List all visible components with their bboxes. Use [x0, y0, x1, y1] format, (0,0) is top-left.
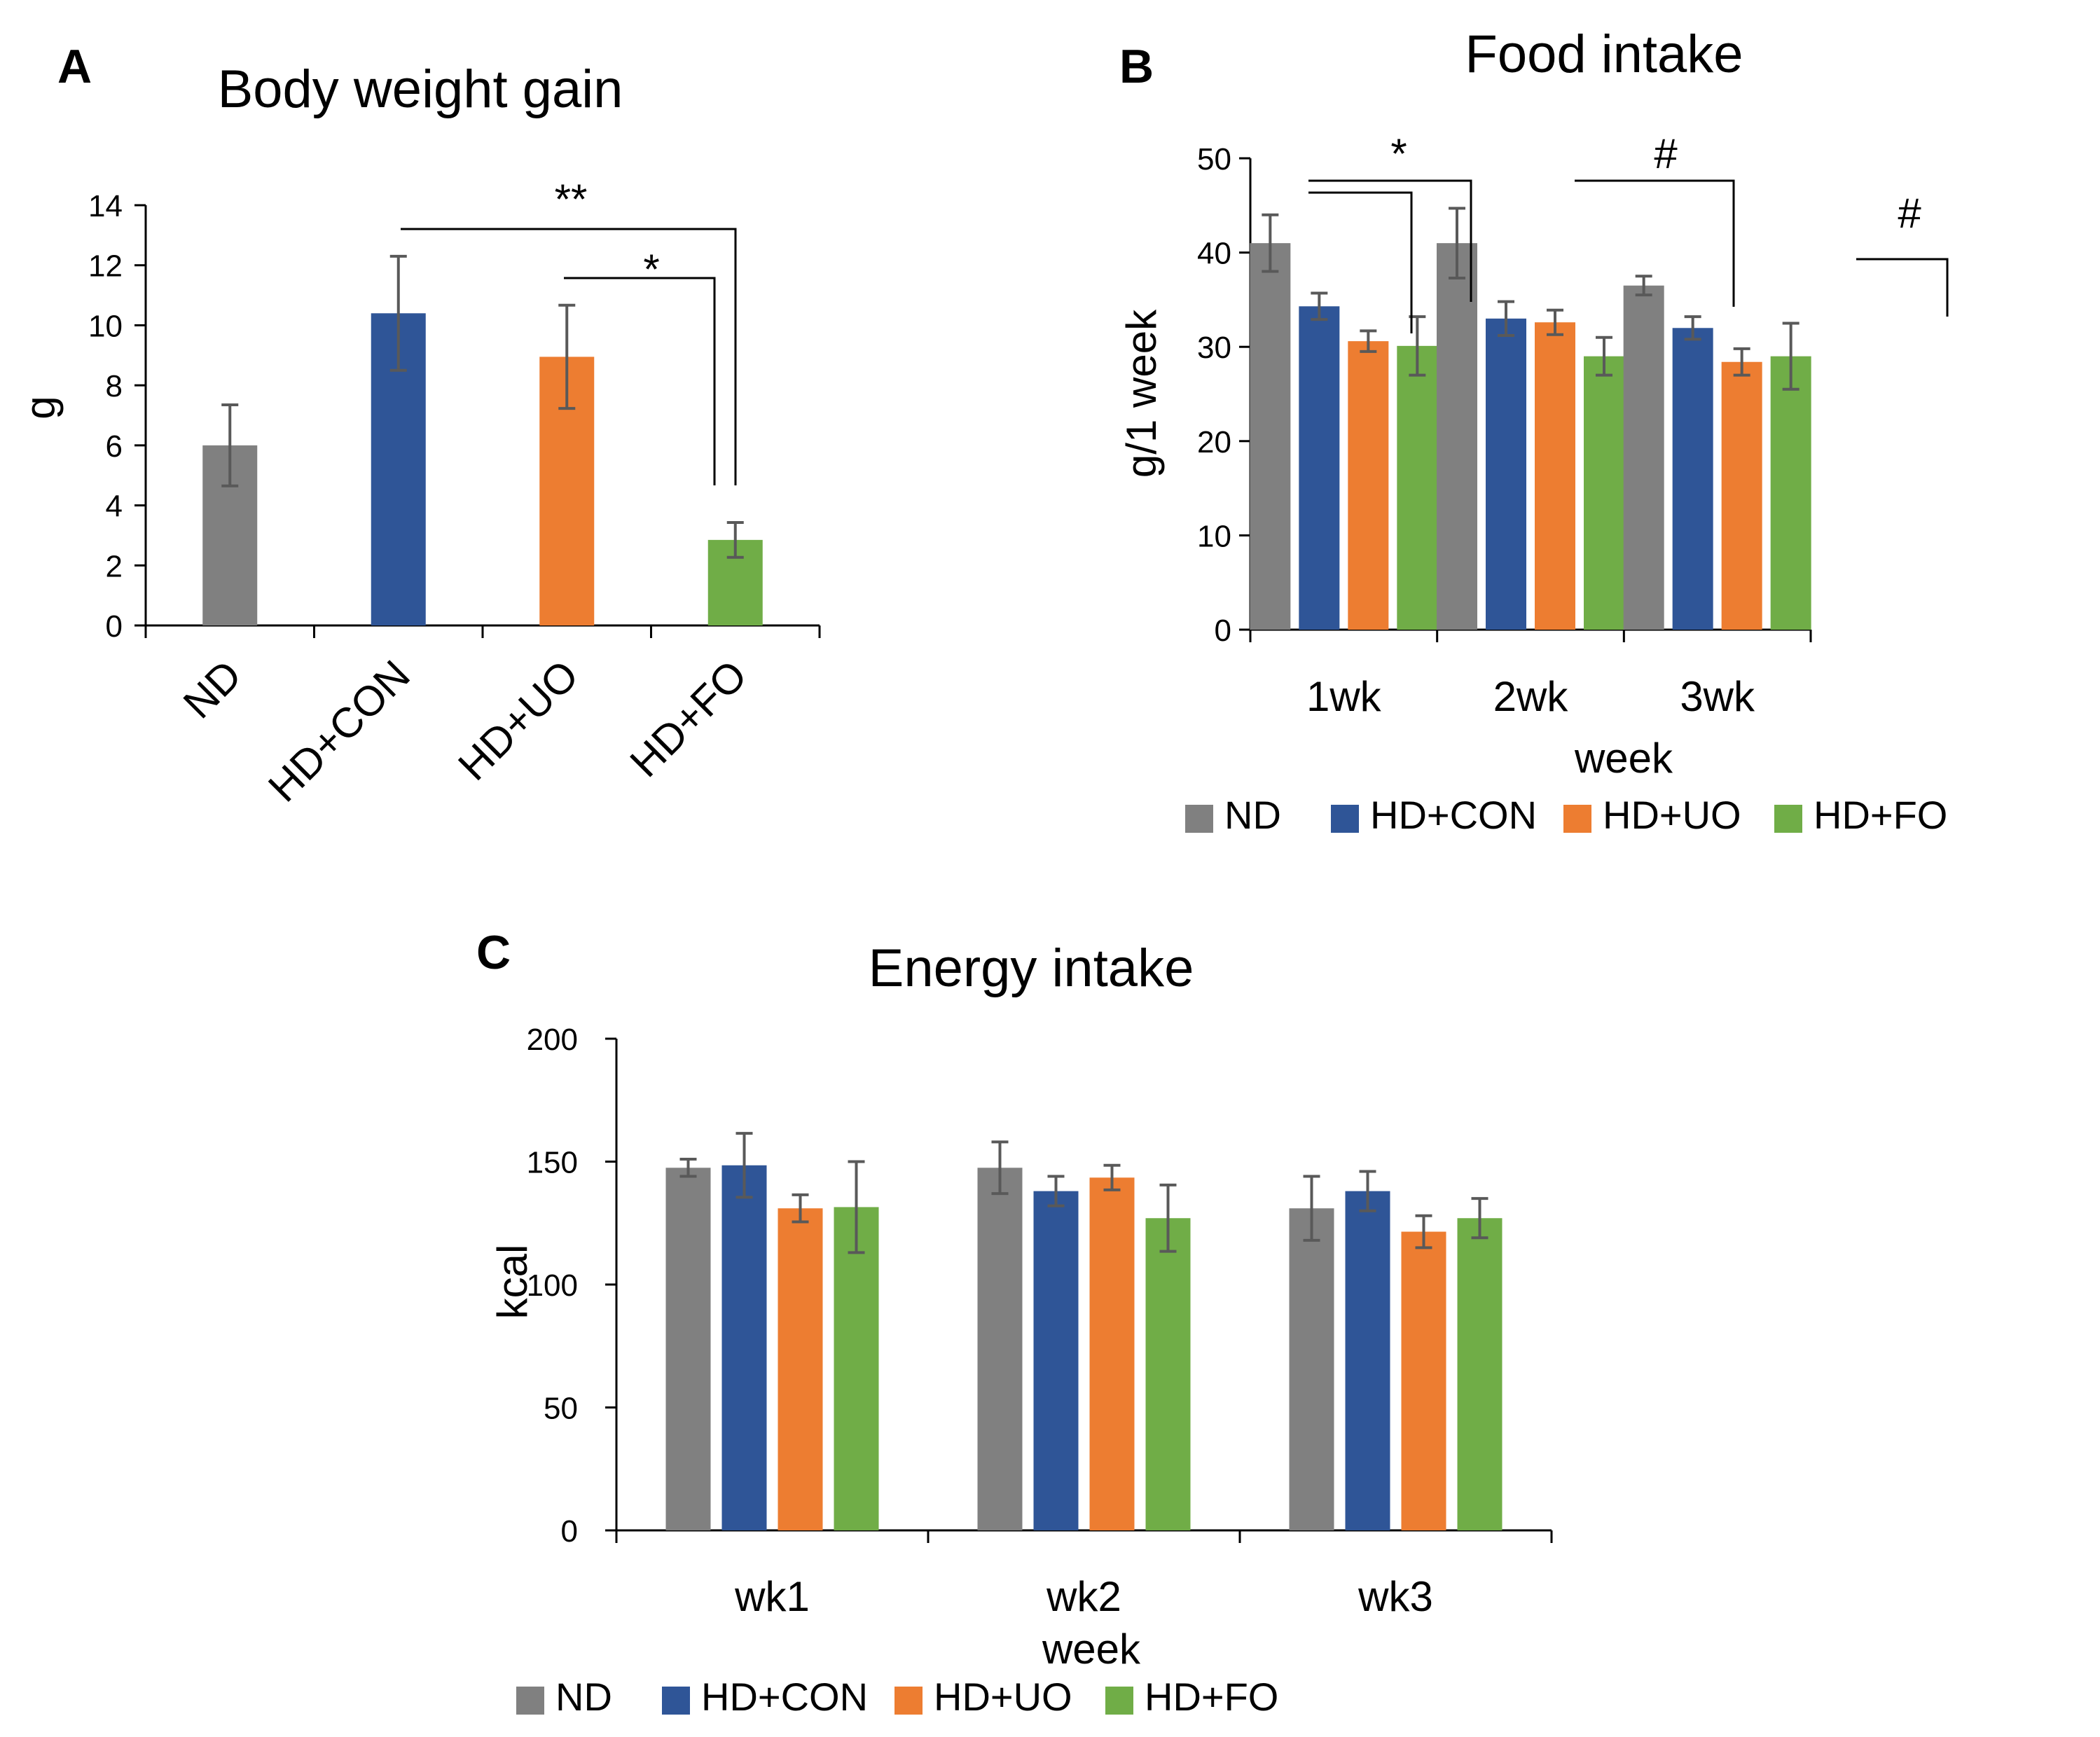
bar-wk2-hdcon [1033, 1191, 1079, 1530]
panel-a-y-tick-label: 6 [106, 429, 123, 464]
panel-a-y-tick-label: 8 [106, 369, 123, 403]
significance-label-2wk: # [1654, 130, 1678, 177]
bar-wk3-hdcon [1345, 1191, 1390, 1530]
legend-swatch-hduo [894, 1687, 923, 1715]
panel-c-title: Energy intake [869, 939, 1194, 998]
panel-a-y-tick-label: 14 [88, 189, 123, 223]
panel-b-x-tick-label: 2wk [1493, 673, 1569, 720]
legend-label-hdcon: HD+CON [701, 1675, 868, 1719]
panel-b-y-tick-label: 30 [1197, 331, 1231, 365]
legend-swatch-hdfo [1774, 805, 1802, 833]
panel-b-x-tick-label: 1wk [1306, 673, 1382, 720]
significance-label-3wk: # [1898, 190, 1921, 237]
panel-c-y-tick-label: 0 [561, 1514, 578, 1549]
significance-bracket-hdcon-hdfo [401, 228, 737, 485]
bar-wk1-hdfo [834, 1207, 879, 1530]
bar-3wk-hdfo [1770, 356, 1811, 630]
panel-a-y-axis-label: g [17, 396, 64, 419]
bar-wk1-hduo [778, 1208, 823, 1530]
legend-swatch-nd [516, 1687, 544, 1715]
significance-bracket-3wk-nd-hduo [1856, 258, 1949, 317]
panel-a-x-tick-label: HD+UO [449, 651, 587, 789]
panel-a: A Body weight gain g 0 2 4 6 8 10 12 14 ND HD+CO… [17, 40, 821, 811]
bar-2wk-hdcon [1486, 318, 1526, 630]
panel-b-legend: ND HD+CON HD+UO HD+FO [1185, 793, 1947, 837]
panel-a-y-tick-label: 2 [106, 549, 123, 583]
bar-2wk-nd [1437, 243, 1477, 630]
panel-c-y-axis-label: kcal [489, 1245, 536, 1320]
panel-b-y-tick-label: 0 [1215, 614, 1231, 648]
bar-wk2-nd [977, 1168, 1023, 1530]
panel-a-y-tick-label: 10 [88, 309, 123, 343]
bar-2wk-hdfo [1584, 356, 1624, 630]
panel-b-x-axis-label: week [1574, 735, 1673, 782]
legend-label-hduo: HD+UO [934, 1675, 1072, 1719]
legend-swatch-hdcon [1331, 805, 1359, 833]
bar-wk3-hduo [1401, 1231, 1446, 1530]
panel-b-y-tick-label: 10 [1197, 519, 1231, 553]
panel-b-y-tick-label: 20 [1197, 425, 1231, 459]
bar-wk3-hdfo [1457, 1218, 1503, 1530]
bar-wk1-hdcon [721, 1165, 767, 1530]
legend-label-hdcon: HD+CON [1370, 793, 1537, 837]
panel-c-y-tick-label: 150 [527, 1146, 578, 1180]
bar-1wk-hdcon [1299, 306, 1340, 630]
panel-b-significance: * # # [1308, 130, 1949, 333]
bar-wk1-nd [665, 1168, 711, 1530]
legend-label-nd: ND [555, 1675, 612, 1719]
panel-b-x-tick-label: 3wk [1680, 673, 1755, 720]
panel-a-title: Body weight gain [218, 60, 623, 119]
significance-label-1wk: * [1390, 130, 1407, 177]
bar-1wk-nd [1250, 243, 1291, 630]
panel-a-y-tick-label: 4 [106, 490, 123, 524]
panel-a-x-tick-label: ND [174, 651, 251, 728]
bar-2wk-hduo [1535, 322, 1575, 630]
panel-a-x-tick-label: HD+CON [259, 651, 419, 811]
legend-label-hdfo: HD+FO [1145, 1675, 1278, 1719]
panel-c-y-tick-label: 50 [544, 1392, 578, 1426]
bar-3wk-hduo [1721, 361, 1762, 630]
panel-c-x-tick-label: wk3 [1358, 1573, 1433, 1620]
panel-a-x-tick-label: HD+FO [621, 651, 756, 786]
panel-c-x-tick-label: wk1 [734, 1573, 810, 1620]
bar-wk2-hdfo [1145, 1218, 1191, 1530]
panel-b-title: Food intake [1465, 25, 1743, 84]
panel-c-x-tick-label: wk2 [1046, 1573, 1121, 1620]
panel-c: C Energy intake kcal week 0 50 100 150 200 w… [476, 926, 1553, 1719]
legend-swatch-hdfo [1105, 1687, 1133, 1715]
panel-b-y-tick-label: 50 [1197, 142, 1231, 177]
panel-b-y-tick-label: 40 [1197, 237, 1231, 271]
panel-c-legend: ND HD+CON HD+UO HD+FO [516, 1675, 1278, 1719]
bar-wk2-hduo [1089, 1177, 1135, 1530]
panel-a-significance: ** * [401, 176, 737, 485]
legend-swatch-hdcon [662, 1687, 690, 1715]
panel-a-letter: A [57, 40, 92, 93]
legend-swatch-hduo [1563, 805, 1591, 833]
panel-b: B Food intake g/1 week week 01020304050 … [1118, 25, 1949, 837]
bar-wk3-nd [1289, 1208, 1334, 1530]
panel-a-y-tick-label: 0 [106, 609, 123, 644]
panel-c-y-tick-label: 100 [527, 1268, 578, 1303]
panel-b-y-axis-label: g/1 week [1118, 309, 1165, 478]
legend-label-hduo: HD+UO [1603, 793, 1741, 837]
significance-bracket-1wk-nd-hdfo [1308, 179, 1472, 302]
panel-c-x-axis-label: week [1042, 1626, 1141, 1673]
significance-bracket-1wk-nd-hduo [1308, 191, 1413, 333]
legend-swatch-nd [1185, 805, 1213, 833]
significance-bracket-hduo-hdfo [564, 277, 716, 485]
panel-a-y-tick-label: 12 [88, 249, 123, 284]
significance-label-hduo-hdfo: * [643, 246, 659, 293]
significance-label-hdcon-hdfo: ** [555, 176, 588, 223]
panel-b-letter: B [1119, 40, 1154, 93]
panel-c-y-tick-label: 200 [527, 1023, 578, 1057]
bar-3wk-hdcon [1672, 328, 1713, 630]
bar-1wk-hduo [1348, 341, 1389, 630]
bar-1wk-hdfo [1397, 345, 1438, 630]
bar-3wk-nd [1623, 285, 1664, 630]
legend-label-hdfo: HD+FO [1814, 793, 1947, 837]
significance-bracket-2wk-nd-hdfo [1575, 179, 1735, 307]
legend-label-nd: ND [1224, 793, 1281, 837]
panel-c-letter: C [476, 926, 511, 979]
